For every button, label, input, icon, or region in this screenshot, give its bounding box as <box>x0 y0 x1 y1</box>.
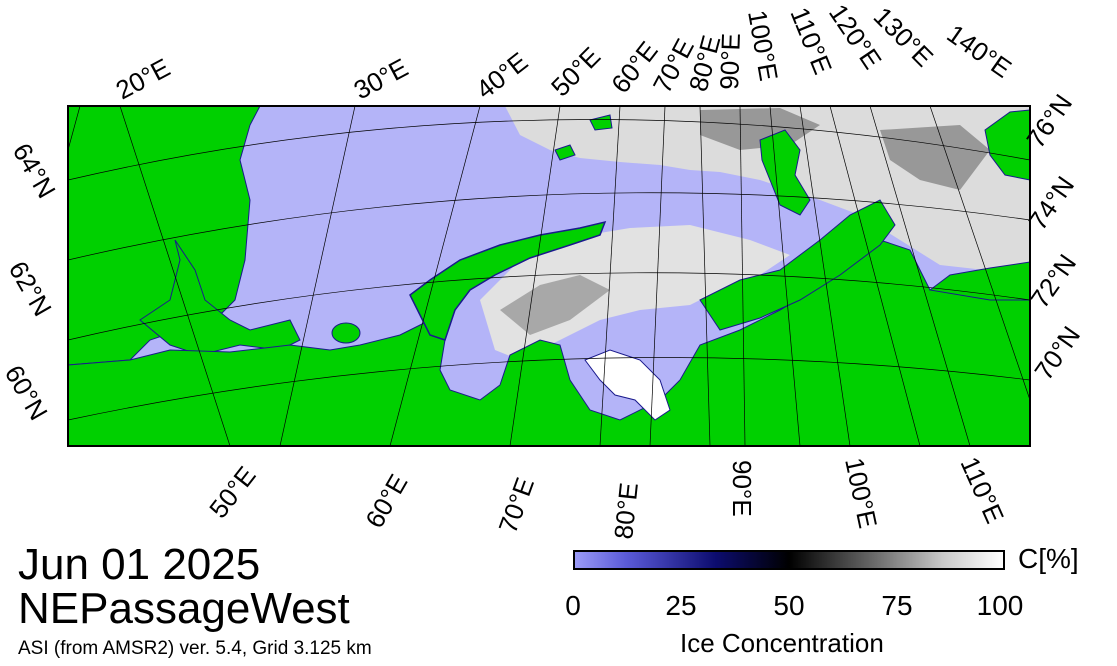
lon-label-bottom: 90°E <box>727 460 757 517</box>
colorbar-tick: 100 <box>976 590 1024 621</box>
lon-label-top: 90°E <box>714 33 746 91</box>
lon-label-bottom: 110°E <box>955 452 1011 527</box>
land-franz-josef <box>554 114 613 161</box>
land-new-siberian <box>984 109 1030 181</box>
colorbar <box>573 550 1005 570</box>
graticule <box>68 106 1030 446</box>
lon-label-bottom: 70°E <box>492 474 540 538</box>
colorbar-tick: 25 <box>665 590 697 621</box>
lon-label-top: 50°E <box>545 41 606 102</box>
lon-label-top: 40°E <box>470 46 533 105</box>
land-severnaya-zemlya <box>759 129 811 216</box>
lat-label-left: 64°N <box>7 138 62 203</box>
lat-label-right: 72°N <box>1024 249 1082 314</box>
lon-label-bottom: 50°E <box>203 461 262 524</box>
map-frame <box>67 105 1031 447</box>
sea-ice-north-dark <box>700 108 990 190</box>
top-longitude-labels: 20°E 30°E 40°E 50°E 60°E 70°E 80°E 90°E … <box>111 0 1017 105</box>
lon-label-top: 20°E <box>111 52 175 105</box>
left-latitude-labels: 64°N 62°N 60°N <box>0 138 62 425</box>
colorbar-title: Ice Concentration <box>680 628 884 658</box>
lon-label-top: 100°E <box>742 8 784 83</box>
lat-label-left: 60°N <box>0 360 54 425</box>
map-date: Jun 01 2025 <box>18 540 261 589</box>
lon-label-bottom: 80°E <box>608 481 644 540</box>
sea-ice-kara-dark <box>500 275 610 335</box>
sea-ice-kara <box>480 225 790 360</box>
lat-label-right: 70°N <box>1028 321 1086 386</box>
lon-label-bottom: 60°E <box>359 469 413 533</box>
lon-label-bottom: 100°E <box>839 455 883 531</box>
colorbar-tick: 50 <box>773 590 805 621</box>
bottom-longitude-labels: 50°E 60°E 70°E 80°E 90°E 100°E 110°E <box>203 452 1010 540</box>
ice-gulf-of-ob <box>584 349 671 421</box>
colorbar-unit: C[%] <box>1018 543 1079 574</box>
colorbar-tick: 0 <box>565 590 581 621</box>
land-kolguev <box>331 322 361 344</box>
colorbar-tick: 75 <box>881 590 913 621</box>
lon-label-top: 140°E <box>942 18 1017 83</box>
land-taymyr <box>699 199 896 331</box>
lat-label-left: 62°N <box>3 256 58 321</box>
lat-label-right: 74°N <box>1022 171 1080 236</box>
data-source-note: ASI (from AMSR2) ver. 5.4, Grid 3.125 km <box>18 638 372 659</box>
region-name: NEPassageWest <box>18 584 350 633</box>
lon-label-top: 30°E <box>349 52 413 105</box>
